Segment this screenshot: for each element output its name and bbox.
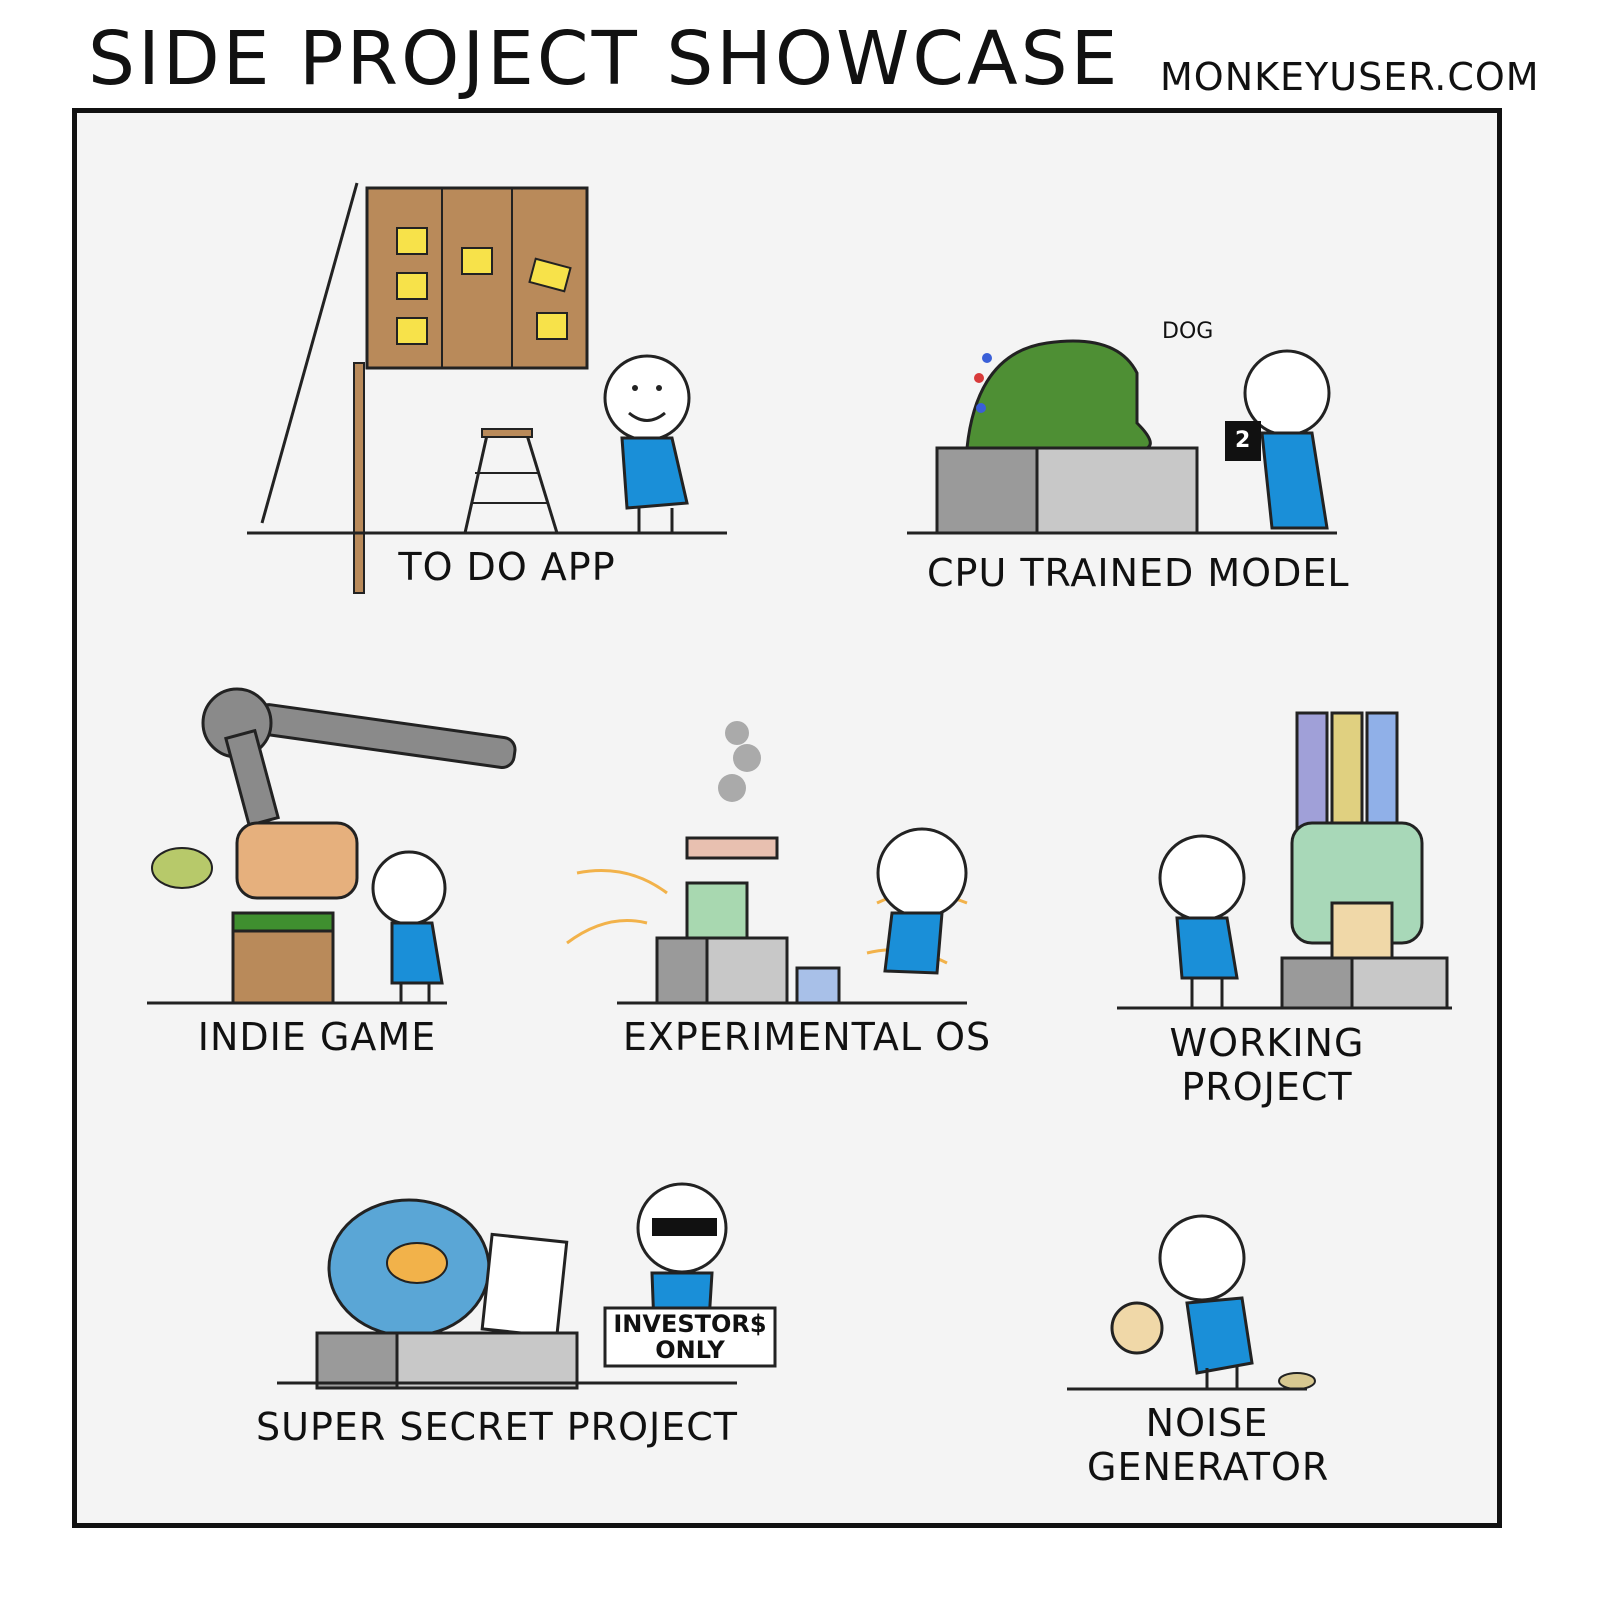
speech-dog: DOG: [1162, 319, 1214, 344]
todo-app-illustration: [247, 182, 727, 594]
caption-super-secret-project: SUPER SECRET PROJECT: [256, 1405, 738, 1449]
caption-working-project-line2: PROJECT: [1181, 1065, 1353, 1109]
investors-sign-line1: INVESTOR$: [613, 1310, 767, 1338]
caption-noise-generator-line2: GENERATOR: [1087, 1445, 1330, 1489]
exhibit-cpu-trained-model: DOG 2 CPU TRAINED MODEL: [907, 313, 1367, 603]
caption-cpu-trained-model: CPU TRAINED MODEL: [927, 551, 1350, 595]
experimental-os-illustration: [566, 721, 968, 1005]
site-credit: MONKEYUSER.COM: [1160, 55, 1540, 99]
investors-sign-line2: ONLY: [655, 1336, 725, 1364]
comic-panel-frame: TO DO APP DOG 2 CPU TRAINED MODEL: [72, 108, 1502, 1528]
exhibit-todo-app: TO DO APP: [247, 173, 747, 594]
exhibit-experimental-os: EXPERIMENTAL OS: [547, 713, 1067, 1073]
cpu-model-illustration: [907, 339, 1337, 535]
exhibit-super-secret-project: INVESTOR$ ONLY SUPER SECRET PROJECT: [237, 1182, 797, 1483]
indie-game-illustration: [147, 687, 517, 1005]
caption-working-project-line1: WORKING: [1169, 1021, 1365, 1065]
caption-noise-generator-line1: NOISE: [1145, 1401, 1269, 1445]
super-secret-illustration: [277, 1182, 777, 1390]
caption-indie-game: INDIE GAME: [197, 1015, 437, 1059]
card-number: 2: [1235, 428, 1251, 453]
noise-generator-illustration: [1067, 1214, 1316, 1391]
caption-todo-app: TO DO APP: [398, 545, 616, 589]
page-title: SIDE PROJECT SHOWCASE: [88, 16, 1121, 102]
exhibit-working-project: WORKING PROJECT: [1117, 703, 1457, 1123]
exhibit-noise-generator: NOISE GENERATOR: [1067, 1193, 1367, 1513]
working-project-illustration: [1117, 711, 1452, 1010]
caption-experimental-os: EXPERIMENTAL OS: [622, 1015, 992, 1059]
exhibit-indie-game: INDIE GAME: [147, 683, 527, 1083]
